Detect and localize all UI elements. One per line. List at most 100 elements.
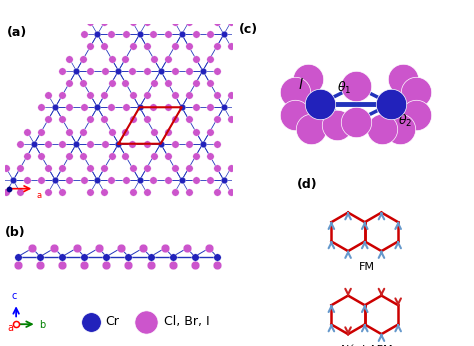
Point <box>59 141 66 146</box>
Point <box>2 190 10 195</box>
Point <box>87 117 94 122</box>
Point <box>164 31 172 37</box>
Point <box>157 141 164 146</box>
Point <box>227 19 235 25</box>
Point <box>213 44 221 49</box>
Point <box>87 92 94 98</box>
Point <box>206 80 213 85</box>
Point <box>0 177 3 183</box>
Point <box>87 190 94 195</box>
Point <box>185 19 192 25</box>
Point <box>129 165 137 171</box>
Point <box>164 56 172 62</box>
Point <box>52 104 59 110</box>
Point <box>17 141 24 146</box>
Point <box>128 68 136 74</box>
Point <box>164 129 172 135</box>
Point <box>36 262 44 268</box>
Point <box>81 262 88 268</box>
Point <box>73 141 80 146</box>
Point <box>150 104 157 110</box>
Point <box>86 68 94 74</box>
Point <box>65 56 73 62</box>
Point <box>213 165 221 171</box>
Point <box>192 153 200 158</box>
Point <box>213 190 221 195</box>
Point <box>397 127 404 132</box>
Point <box>234 177 242 183</box>
Point <box>94 31 101 37</box>
Point <box>100 117 108 122</box>
Point <box>100 92 108 98</box>
Point <box>206 31 214 37</box>
Point <box>143 165 150 171</box>
Point <box>37 129 45 135</box>
Point <box>51 245 58 251</box>
Point <box>58 254 66 260</box>
Text: b: b <box>39 320 45 330</box>
Point <box>100 190 108 195</box>
Point <box>101 141 109 146</box>
Point <box>183 245 191 251</box>
Point <box>191 262 199 268</box>
Point <box>143 44 150 49</box>
Point <box>213 262 220 268</box>
Point <box>28 245 36 251</box>
Point <box>37 104 45 110</box>
Point <box>129 117 137 122</box>
Point <box>205 245 213 251</box>
Point <box>122 129 129 135</box>
Point <box>87 19 94 25</box>
Point <box>206 104 214 110</box>
Text: a: a <box>36 191 41 200</box>
Point <box>129 190 137 195</box>
Point <box>185 44 192 49</box>
Point <box>164 80 172 85</box>
Point <box>81 254 88 260</box>
Point <box>101 68 109 74</box>
Point <box>108 56 115 62</box>
Text: $l$: $l$ <box>298 77 303 92</box>
Point <box>102 262 110 268</box>
Point <box>412 90 419 95</box>
Point <box>185 165 192 171</box>
Point <box>80 31 87 37</box>
Point <box>14 262 22 268</box>
Point <box>147 254 155 260</box>
Point <box>16 165 24 171</box>
Point <box>178 104 185 110</box>
Point <box>305 76 312 82</box>
Point <box>100 44 108 49</box>
Point <box>59 68 66 74</box>
Point <box>94 104 101 110</box>
Point <box>73 68 80 74</box>
Point <box>185 141 192 146</box>
Text: (b): (b) <box>5 226 26 239</box>
Point <box>87 165 94 171</box>
Text: $\theta_2$: $\theta_2$ <box>398 113 412 129</box>
Point <box>220 177 228 183</box>
Point <box>45 141 52 146</box>
Point <box>86 141 94 146</box>
Point <box>307 127 314 132</box>
Point <box>178 177 185 183</box>
Point <box>316 101 324 107</box>
Point <box>136 177 143 183</box>
Text: Néel-AFM: Néel-AFM <box>341 345 394 346</box>
Point <box>150 153 157 158</box>
Point <box>128 141 136 146</box>
Point <box>37 153 45 158</box>
Point <box>178 31 185 37</box>
Point <box>58 92 66 98</box>
Point <box>12 321 20 327</box>
Point <box>213 68 220 74</box>
Point <box>136 104 143 110</box>
Point <box>37 177 45 183</box>
Point <box>80 129 87 135</box>
Point <box>129 19 137 25</box>
Text: FM: FM <box>359 262 375 272</box>
Point <box>169 262 176 268</box>
Point <box>234 31 242 37</box>
Point <box>122 104 129 110</box>
Point <box>115 68 122 74</box>
